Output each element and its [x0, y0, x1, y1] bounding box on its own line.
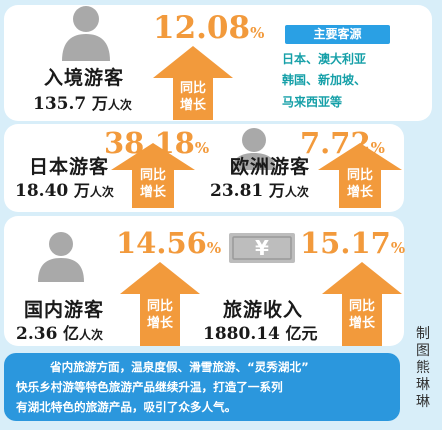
europe-person-icon	[232, 128, 276, 170]
inbound-arrow-icon	[153, 46, 233, 120]
inbound-arrow-text: 同比 增长	[179, 81, 206, 113]
inbound-label: 入境游客	[44, 67, 125, 89]
japan-arrow-text: 同比 增长	[139, 168, 166, 200]
money-symbol: ¥	[255, 236, 269, 260]
inbound-value: 135.7 万人次	[33, 94, 132, 114]
revenue-arrow-text: 同比 增长	[348, 299, 375, 331]
source-title: 主要客源	[285, 25, 390, 44]
domestic-label: 国内游客	[24, 299, 105, 321]
source-line-1: 日本、澳大利亚	[282, 52, 367, 66]
japan-arrow-icon	[111, 143, 195, 208]
banknote-icon	[229, 233, 295, 263]
europe-arrow-text: 同比 增长	[346, 168, 373, 200]
revenue-value: 1880.14 亿元	[203, 324, 318, 344]
summary-box: 省内旅游方面，温泉度假、滑雪旅游、“灵秀湖北” 快乐乡村游等特色旅游产品继续升温…	[4, 353, 400, 421]
summary-line-1: 省内旅游方面，温泉度假、滑雪旅游、“灵秀湖北”	[50, 360, 309, 374]
europe-arrow-icon	[318, 143, 402, 208]
domestic-value: 2.36 亿人次	[16, 324, 104, 344]
summary-line-3: 有湖北特色的旅游产品，吸引了众多人气。	[16, 400, 237, 414]
japan-label: 日本游客	[29, 156, 110, 178]
revenue-percent: 15.17%	[300, 226, 406, 260]
domestic-arrow-text: 同比 增长	[146, 299, 173, 331]
japan-value: 18.40 万人次	[15, 181, 114, 201]
inbound-percent: 12.08%	[153, 10, 265, 46]
domestic-arrow-icon	[120, 262, 200, 346]
europe-value: 23.81 万人次	[210, 181, 309, 201]
source-line-2: 韩国、新加坡、	[282, 73, 367, 87]
domestic-percent: 14.56%	[116, 226, 222, 260]
revenue-label: 旅游收入	[223, 299, 304, 321]
revenue-arrow-icon	[322, 262, 402, 346]
source-line-3: 马来西亚等	[282, 95, 343, 109]
credit-text: 制 图 熊 琳 琳	[416, 326, 430, 410]
summary-line-2: 快乐乡村游等特色旅游产品继续升温，打造了一系列	[16, 380, 283, 394]
europe-label: 欧洲游客	[230, 156, 311, 178]
inbound-person-icon	[62, 6, 110, 61]
domestic-person-icon	[38, 232, 84, 282]
